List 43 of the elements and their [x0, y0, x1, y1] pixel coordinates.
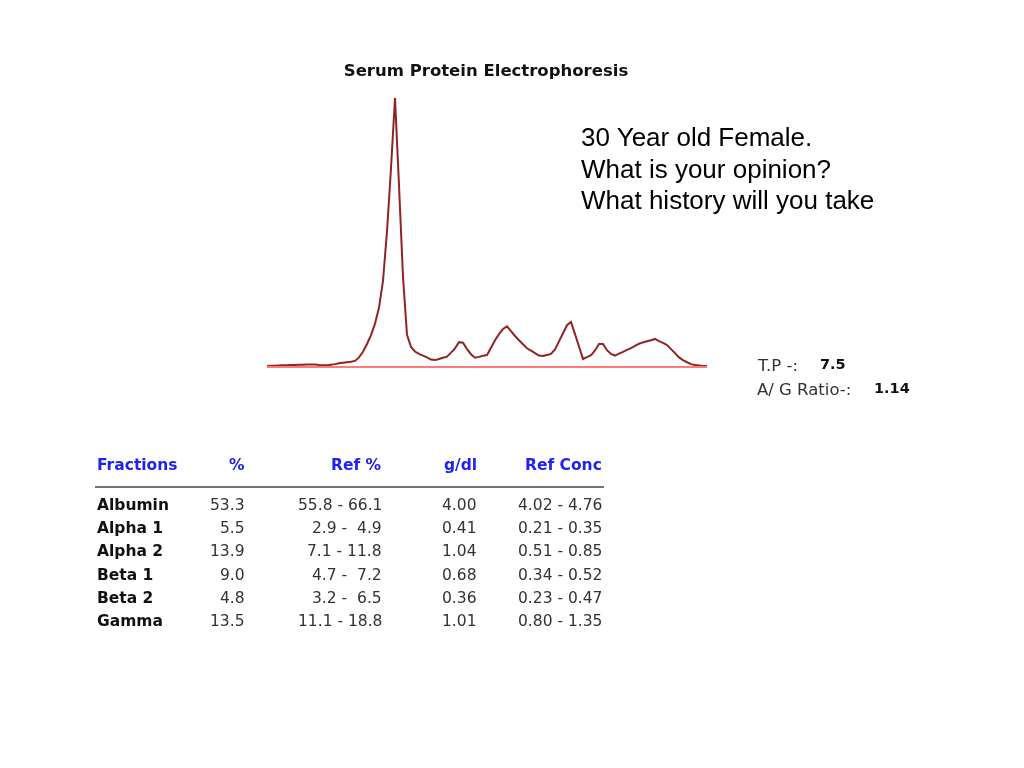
annotation: What is your opinion?	[581, 154, 832, 184]
text: 0.21 - 0.35	[518, 519, 603, 537]
text: Albumin	[97, 496, 169, 514]
text: 13.5	[210, 612, 245, 630]
text: %	[229, 456, 245, 474]
annotation: What history will you take	[581, 185, 875, 215]
text: 1.01	[442, 612, 477, 630]
text: 7.1 - 11.8	[307, 542, 382, 560]
text: Beta 1	[97, 566, 154, 584]
text: 5.5	[220, 519, 245, 537]
text: 4.7 - 7.2	[312, 566, 382, 584]
text: 53.3	[210, 496, 245, 514]
text: T.P -:	[757, 356, 799, 375]
text: 55.8 - 66.1	[298, 496, 383, 514]
text: Fractions	[97, 456, 178, 474]
text: 0.51 - 0.85	[518, 542, 603, 560]
text: 4.00	[442, 496, 477, 514]
text: 0.23 - 0.47	[518, 589, 603, 607]
text: 0.34 - 0.52	[518, 566, 603, 584]
text: 7.5	[820, 356, 846, 372]
text: 9.0	[220, 566, 245, 584]
chart-title: Serum Protein Electrophoresis	[343, 60, 629, 80]
annotation: 30 Year old Female.	[581, 122, 813, 152]
text: Ref %	[331, 456, 382, 474]
text: 2.9 - 4.9	[312, 519, 382, 537]
text: Ref Conc	[525, 456, 602, 474]
text: Alpha 1	[97, 519, 164, 537]
text: 4.02 - 4.76	[518, 496, 603, 514]
text: Alpha 2	[97, 542, 164, 560]
text: 0.80 - 1.35	[518, 612, 603, 630]
text: 3.2 - 6.5	[312, 589, 382, 607]
text: Gamma	[97, 612, 163, 630]
text: 0.68	[442, 566, 477, 584]
text: 1.14	[874, 380, 910, 396]
text: 0.36	[442, 589, 477, 607]
text: Beta 2	[97, 589, 154, 607]
text: A/ G Ratio-:	[757, 380, 852, 399]
text: 0.41	[442, 519, 477, 537]
text: 1.04	[442, 542, 477, 560]
text: 4.8	[220, 589, 245, 607]
text: g/dl	[444, 456, 478, 474]
text: 13.9	[210, 542, 245, 560]
text: 11.1 - 18.8	[298, 612, 383, 630]
